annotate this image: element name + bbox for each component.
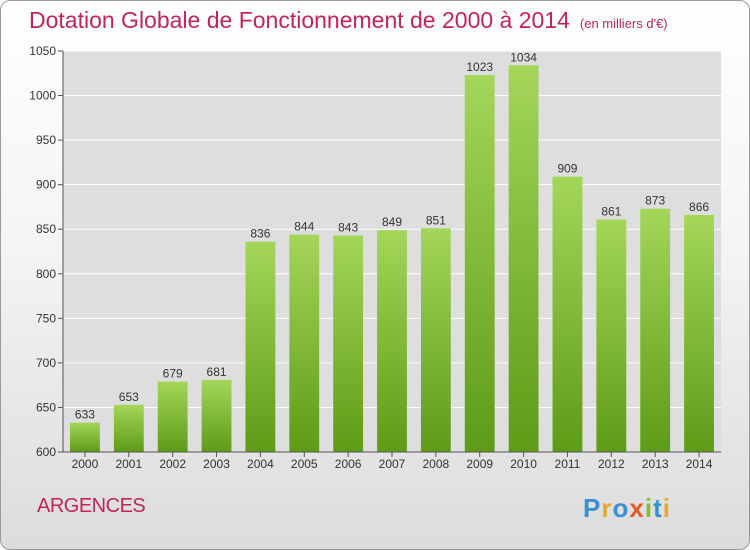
data-label: 873 xyxy=(645,194,665,208)
x-axis: 2000 2001 2002 2003 2004 2005 2006 2007 2008 2009… xyxy=(72,452,713,471)
x-tick-label: 2014 xyxy=(686,457,713,471)
x-tick-label: 2012 xyxy=(598,457,625,471)
y-tick-label: 1050 xyxy=(29,44,56,58)
data-label: 679 xyxy=(163,367,183,381)
bar-2005 xyxy=(289,234,320,452)
bars xyxy=(70,65,714,452)
y-tick-label: 700 xyxy=(36,356,56,370)
bar-2003 xyxy=(201,379,232,452)
y-tick-label: 600 xyxy=(36,445,56,459)
data-label: 633 xyxy=(75,408,95,422)
data-label: 653 xyxy=(119,390,139,404)
data-label: 866 xyxy=(689,200,709,214)
data-labels: 633 653 679 681 836 844 843 849 851 1023 1034 909 86… xyxy=(75,50,709,421)
x-tick-label: 2001 xyxy=(115,457,142,471)
data-label: 1034 xyxy=(510,50,537,64)
bar-2010 xyxy=(508,65,539,452)
y-tick-label: 950 xyxy=(36,133,56,147)
data-label: 849 xyxy=(382,215,402,229)
chart-title-text: Dotation Globale de Fonctionnement de 20… xyxy=(29,7,570,33)
bar-2006 xyxy=(333,235,364,452)
bar-2012 xyxy=(596,219,627,452)
y-tick-label: 900 xyxy=(36,178,56,192)
data-label: 1023 xyxy=(466,60,493,74)
x-tick-label: 2003 xyxy=(203,457,230,471)
chart-title: Dotation Globale de Fonctionnement de 20… xyxy=(29,7,668,34)
x-tick-label: 2013 xyxy=(642,457,669,471)
x-tick-label: 2005 xyxy=(291,457,318,471)
data-label: 843 xyxy=(338,220,358,234)
x-tick-label: 2009 xyxy=(466,457,493,471)
x-tick-label: 2007 xyxy=(379,457,406,471)
y-tick-label: 650 xyxy=(36,400,56,414)
commune-name: ARGENCES xyxy=(37,495,146,517)
x-tick-label: 2010 xyxy=(510,457,537,471)
proxiti-logo: Proxiti xyxy=(583,493,671,523)
bar-2002 xyxy=(157,381,188,452)
bar-2007 xyxy=(377,230,407,452)
x-tick-label: 2008 xyxy=(423,457,450,471)
bar-2013 xyxy=(640,208,671,452)
bar-2000 xyxy=(70,422,100,452)
chart-subtitle: (en milliers d'€) xyxy=(579,16,668,31)
data-label: 851 xyxy=(426,213,446,227)
x-tick-label: 2011 xyxy=(555,457,581,471)
bar-2008 xyxy=(420,228,451,452)
x-tick-label: 2000 xyxy=(72,457,99,471)
bar-2001 xyxy=(113,404,144,452)
y-tick-label: 750 xyxy=(36,311,56,325)
y-tick-label: 1000 xyxy=(29,89,56,103)
x-tick-label: 2004 xyxy=(247,457,274,471)
y-tick-label: 850 xyxy=(36,222,56,236)
data-label: 861 xyxy=(601,204,621,218)
data-label: 836 xyxy=(250,227,270,241)
svg-text:Proxiti: Proxiti xyxy=(583,493,671,523)
x-tick-label: 2006 xyxy=(335,457,362,471)
data-label: 844 xyxy=(294,220,314,234)
y-tick-label: 800 xyxy=(36,267,56,281)
data-label: 681 xyxy=(207,365,227,379)
bar-2011 xyxy=(552,176,583,452)
data-label: 909 xyxy=(557,162,577,176)
bar-2004 xyxy=(245,241,276,452)
x-tick-label: 2002 xyxy=(159,457,186,471)
bar-2009 xyxy=(464,75,495,452)
bar-2014 xyxy=(684,214,714,452)
